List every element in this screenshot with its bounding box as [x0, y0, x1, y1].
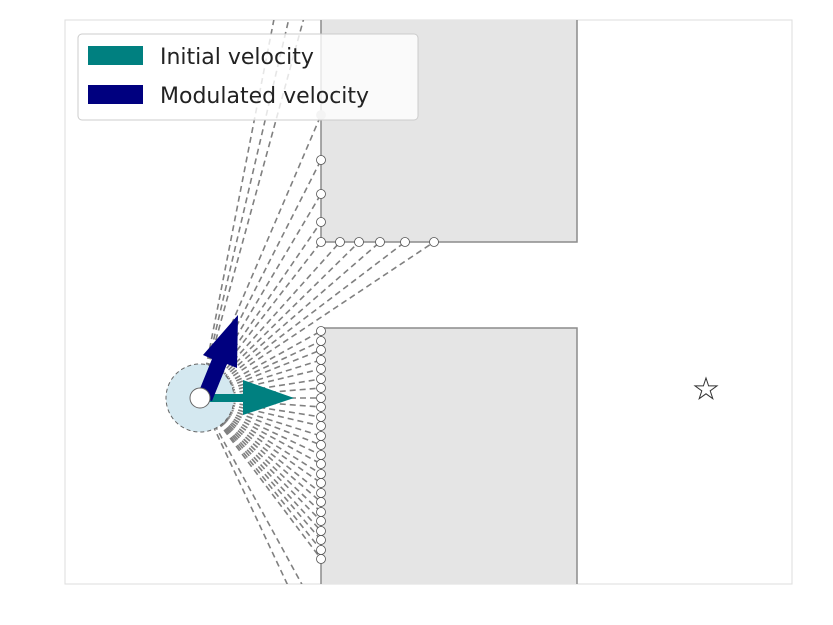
- initial-velocity-arrow: [200, 380, 294, 415]
- ray-hit-marker: [316, 459, 326, 469]
- sensor-ray: [199, 20, 290, 399]
- ray-hit-marker: [316, 355, 326, 365]
- ray-hit-marker: [375, 237, 385, 247]
- ray-hit-marker: [316, 217, 326, 227]
- sensor-ray: [199, 397, 289, 584]
- legend-initial-label: Initial velocity: [160, 45, 314, 70]
- agent-circle: [189, 387, 211, 409]
- ray-hit-marker: [316, 535, 326, 545]
- ray-hit-marker: [429, 237, 439, 247]
- ray-hit-marker: [316, 412, 326, 422]
- legend-modulated-label: Modulated velocity: [160, 84, 369, 109]
- ray-hit-marker: [316, 440, 326, 450]
- legend-modulated-swatch: [88, 85, 143, 104]
- ray-hit-marker: [316, 336, 326, 346]
- modulated-velocity-arrow: [197, 315, 238, 401]
- ray-hit-marker: [316, 526, 326, 536]
- ray-hit-marker: [354, 237, 364, 247]
- sensor-ray: [199, 241, 406, 399]
- ray-hit-marker: [316, 488, 326, 498]
- sensor-ray: [199, 241, 360, 399]
- ray-hit-marker: [316, 374, 326, 384]
- ray-hit-marker: [316, 155, 326, 165]
- ray-hit-marker: [316, 554, 326, 564]
- sensor-ray: [199, 397, 303, 584]
- ray-hit-marker: [316, 383, 326, 393]
- ray-hit-marker: [316, 545, 326, 555]
- star-icon: [693, 376, 719, 401]
- sensor-ray: [199, 241, 435, 399]
- ray-hit-marker: [316, 393, 326, 403]
- ray-hit-marker: [335, 237, 345, 247]
- ray-hit-marker: [400, 237, 410, 247]
- ray-hit-marker: [316, 189, 326, 199]
- ray-hit-marker: [316, 469, 326, 479]
- ray-hit-marker: [316, 450, 326, 460]
- ray-hit-marker: [316, 326, 326, 336]
- ray-hit-marker: [316, 345, 326, 355]
- ray-hit-marker: [316, 507, 326, 517]
- sensor-ray: [199, 397, 322, 513]
- ray-hit-marker: [316, 516, 326, 526]
- ray-hit-marker: [316, 497, 326, 507]
- sensor-ray: [199, 20, 275, 399]
- ray-hit-marker: [316, 478, 326, 488]
- ray-hit-marker: [316, 402, 326, 412]
- legend-initial-swatch: [88, 46, 143, 65]
- ray-hit-marker: [316, 237, 326, 247]
- legend: Initial velocity Modulated velocity: [77, 33, 419, 121]
- ray-hit-marker: [316, 431, 326, 441]
- ray-hit-marker: [316, 364, 326, 374]
- sensor-ray: [199, 397, 322, 503]
- ray-hit-marker: [316, 421, 326, 431]
- legend-box: [77, 33, 419, 121]
- ray-hit-points: [316, 110, 439, 564]
- sensor-ray: [199, 397, 322, 522]
- lower-obstacle: [320, 327, 578, 584]
